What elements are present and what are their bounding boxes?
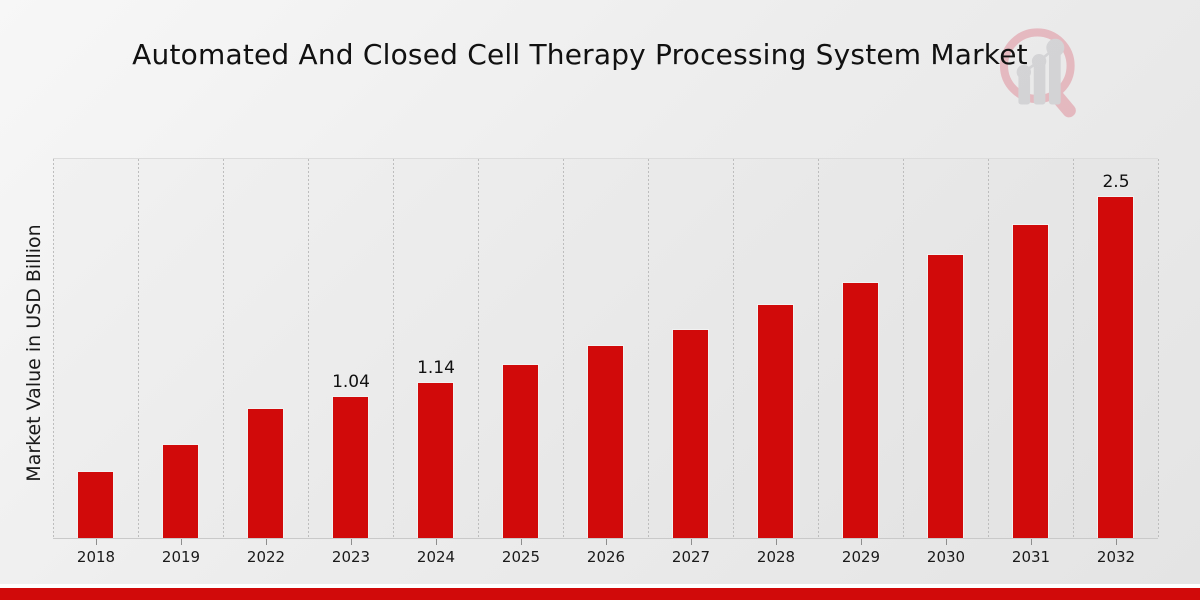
- gridline: [648, 159, 649, 538]
- gridline: [138, 159, 139, 538]
- bar[interactable]: [1012, 224, 1049, 538]
- x-axis-tick: [521, 539, 522, 545]
- bar[interactable]: [247, 408, 284, 538]
- x-axis-tick: [946, 539, 947, 545]
- bar[interactable]: [332, 396, 369, 538]
- gridline: [478, 159, 479, 538]
- bar-value-label: 1.14: [417, 358, 455, 378]
- x-axis-tick-label: 2026: [586, 548, 626, 566]
- x-axis-tick: [861, 539, 862, 545]
- bar[interactable]: [927, 254, 964, 538]
- gridline: [563, 159, 564, 538]
- bar[interactable]: [757, 304, 794, 538]
- gridline: [1158, 159, 1159, 538]
- x-axis-tick-label: 2025: [501, 548, 541, 566]
- footer-accent-band: [0, 588, 1200, 600]
- gridline: [818, 159, 819, 538]
- x-axis-tick-label: 2027: [671, 548, 711, 566]
- bar-value-label: 1.04: [332, 372, 370, 392]
- bar[interactable]: [77, 471, 114, 538]
- x-axis-tick-label: 2030: [926, 548, 966, 566]
- x-axis-tick: [1116, 539, 1117, 545]
- x-axis-tick-label: 2031: [1011, 548, 1051, 566]
- gridline: [53, 159, 54, 538]
- bar[interactable]: [417, 382, 454, 538]
- x-axis-tick-label: 2023: [331, 548, 371, 566]
- x-axis-tick-label: 2019: [161, 548, 201, 566]
- x-axis-tick-label: 2029: [841, 548, 881, 566]
- gridline: [223, 159, 224, 538]
- x-axis-tick-label: 2018: [76, 548, 116, 566]
- x-axis-tick: [1031, 539, 1032, 545]
- gridline: [308, 159, 309, 538]
- x-axis-tick: [181, 539, 182, 545]
- x-axis-tick-label: 2032: [1096, 548, 1136, 566]
- gridline: [733, 159, 734, 538]
- bar[interactable]: [502, 364, 539, 538]
- x-axis-tick-label: 2028: [756, 548, 796, 566]
- bar-value-label: 2.5: [1102, 172, 1130, 192]
- x-axis-tick: [96, 539, 97, 545]
- x-axis-tick-label: 2024: [416, 548, 456, 566]
- x-axis-tick: [776, 539, 777, 545]
- bar[interactable]: [842, 282, 879, 538]
- chart-title: Automated And Closed Cell Therapy Proces…: [132, 38, 1028, 71]
- x-axis-tick: [436, 539, 437, 545]
- gridline: [1073, 159, 1074, 538]
- bar[interactable]: [162, 444, 199, 538]
- gridline: [903, 159, 904, 538]
- x-axis-tick: [351, 539, 352, 545]
- y-axis-label: Market Value in USD Billion: [23, 224, 45, 482]
- x-axis-baseline: [53, 538, 1158, 539]
- footer-gap: [0, 584, 1200, 588]
- x-axis-tick: [606, 539, 607, 545]
- bar[interactable]: [1097, 196, 1134, 538]
- x-axis-tick: [266, 539, 267, 545]
- x-axis-tick: [691, 539, 692, 545]
- x-axis-tick-label: 2022: [246, 548, 286, 566]
- bar[interactable]: [672, 329, 709, 538]
- bar[interactable]: [587, 345, 624, 538]
- gridline: [393, 159, 394, 538]
- gridline: [988, 159, 989, 538]
